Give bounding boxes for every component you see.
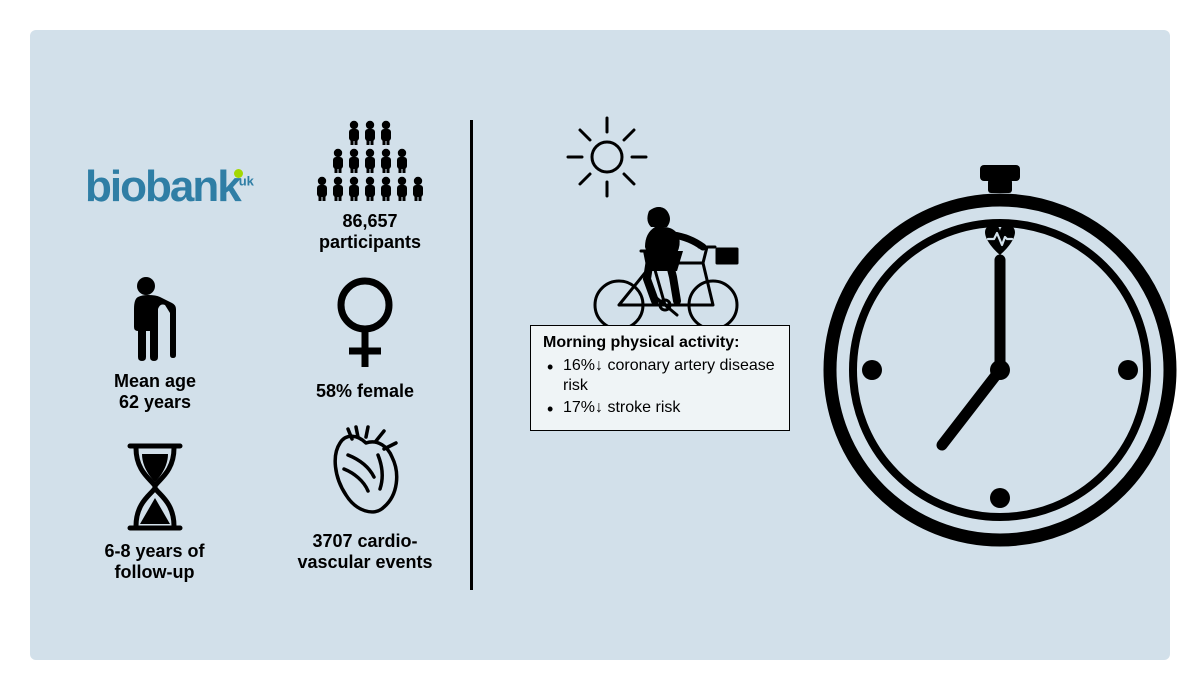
infographic-canvas: biobankuk [30, 30, 1170, 660]
cyclist-icon [585, 205, 755, 335]
stat-meanage: Mean age 62 years [85, 275, 225, 412]
meanage-line2: 62 years [119, 392, 191, 412]
clock-icon [820, 135, 1180, 565]
results-title: Morning physical activity: [543, 334, 779, 352]
female-label: 58% female [316, 381, 414, 401]
followup-line2: follow-up [115, 562, 195, 582]
logo-dot-icon [234, 169, 243, 178]
meanage-line1: Mean age [114, 371, 196, 391]
vertical-divider [470, 120, 473, 590]
results-bullet-2: 17%↓ stroke risk [547, 398, 779, 418]
stat-events: 3707 cardio- vascular events [275, 425, 455, 572]
participants-label: participants [319, 232, 421, 252]
heart-organ-icon [318, 425, 413, 525]
hourglass-icon [120, 440, 190, 535]
results-box: Morning physical activity: 16%↓ coronary… [530, 325, 790, 431]
female-symbol-icon [325, 275, 405, 375]
results-list: 16%↓ coronary artery disease risk 17%↓ s… [543, 356, 779, 418]
people-crowd-icon [300, 120, 440, 205]
elderly-person-icon [120, 275, 190, 365]
sun-icon [560, 110, 655, 205]
logo-text: biobank [85, 162, 240, 211]
stat-participants: 86,657 participants [295, 120, 445, 252]
followup-line1: 6-8 years of [104, 541, 204, 561]
participants-count: 86,657 [342, 211, 397, 231]
stat-followup: 6-8 years of follow-up [77, 440, 232, 582]
results-bullet-1: 16%↓ coronary artery disease risk [547, 356, 779, 396]
biobank-logo: biobankuk [85, 165, 254, 209]
events-line2: vascular events [297, 552, 432, 572]
events-line1: 3707 cardio- [312, 531, 417, 551]
stat-female: 58% female [285, 275, 445, 402]
